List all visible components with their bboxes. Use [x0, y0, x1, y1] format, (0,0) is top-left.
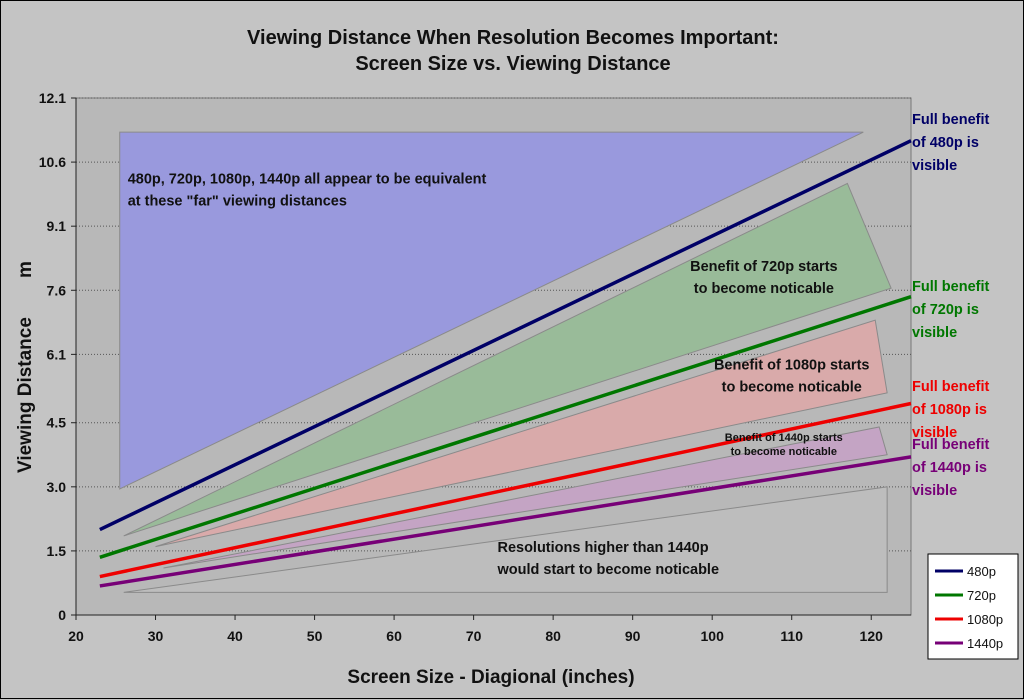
- region-1440: [163, 426, 888, 569]
- y-tick-label-6: 9.1: [47, 218, 67, 234]
- chart-title-line-1: Viewing Distance When Resolution Becomes…: [247, 27, 779, 49]
- side-label-720p-line-1: Full benefit: [912, 279, 990, 295]
- series-line-1440p: [99, 455, 912, 588]
- y-axis-title: Viewing Distance: [15, 317, 36, 473]
- x-tick-label-8: 100: [701, 628, 725, 644]
- region-720: [123, 182, 892, 537]
- side-label-1080p-line-3: visible: [912, 425, 957, 441]
- x-tick-label-2: 40: [227, 628, 243, 644]
- side-label-1440p-line-1: Full benefit: [912, 437, 990, 453]
- legend-label-1080p: 1080p: [967, 612, 1003, 627]
- y-tick-label-1: 1.5: [47, 543, 67, 559]
- y-tick-label-0: 0: [58, 607, 66, 623]
- side-label-480p-line-3: visible: [912, 158, 957, 174]
- x-tick-label-6: 80: [545, 628, 561, 644]
- side-label-480p-line-2: of 480p is: [912, 135, 979, 151]
- series-line-480p: [99, 139, 912, 532]
- region-label-720-line-2: to become noticable: [694, 281, 834, 297]
- legend: 480p 720p 1080p 1440p: [927, 553, 1019, 660]
- x-tick-label-5: 70: [466, 628, 482, 644]
- side-label-720p-line-3: visible: [912, 325, 957, 341]
- region-label-1080-line-1: Benefit of 1080p starts: [714, 357, 870, 373]
- axes-layer: 0 1.5 3.0 4.5 6.1 7.6 9.1 10.6 12.1 20 30 40 50 60 70 8…: [39, 90, 911, 644]
- series-layer: [99, 139, 912, 588]
- y-tick-label-2: 3.0: [47, 479, 67, 495]
- side-label-1440p-line-3: visible: [912, 483, 957, 499]
- side-label-480p-line-1: Full benefit: [912, 112, 990, 128]
- chart-title-line-2: Screen Size vs. Viewing Distance: [355, 53, 670, 75]
- y-tick-label-4: 6.1: [47, 346, 67, 362]
- region-label-1080-line-2: to become noticable: [722, 379, 862, 395]
- x-tick-label-4: 60: [386, 628, 402, 644]
- y-tick-label-7: 10.6: [39, 154, 66, 170]
- side-label-1080p-line-2: of 1080p is: [912, 402, 987, 418]
- series-line-720p: [99, 295, 912, 559]
- x-axis-title: Screen Size - Diagional (inches): [347, 667, 634, 688]
- x-tick-label-1: 30: [148, 628, 164, 644]
- x-tick-label-3: 50: [307, 628, 323, 644]
- region-label-1440-line-1: Benefit of 1440p starts: [725, 432, 843, 444]
- region-label-far-line-1: 480p, 720p, 1080p, 1440p all appear to b…: [128, 171, 487, 187]
- x-tick-label-10: 120: [860, 628, 884, 644]
- region-label-higher-line-1: Resolutions higher than 1440p: [497, 540, 708, 556]
- x-tick-label-0: 20: [68, 628, 84, 644]
- region-label-720-line-1: Benefit of 720p starts: [690, 259, 837, 275]
- region-far: [119, 131, 864, 490]
- region-higher: [123, 486, 888, 593]
- y-tick-label-8: 12.1: [39, 90, 66, 106]
- legend-label-480p: 480p: [967, 564, 996, 579]
- series-line-1080p: [99, 401, 912, 579]
- region-label-1440-line-2: to become noticable: [731, 446, 837, 458]
- region-label-far-line-2: at these "far" viewing distances: [128, 193, 347, 209]
- y-tick-label-5: 7.6: [47, 282, 67, 298]
- side-label-1440p-line-2: of 1440p is: [912, 460, 987, 476]
- region-labels-layer: 480p, 720p, 1080p, 1440p all appear to b…: [128, 171, 870, 577]
- legend-label-720p: 720p: [967, 588, 996, 603]
- legend-label-1440p: 1440p: [967, 636, 1003, 651]
- side-label-720p-line-2: of 720p is: [912, 302, 979, 318]
- y-tick-label-3: 4.5: [47, 415, 67, 431]
- region-label-higher-line-2: would start to become noticable: [496, 562, 719, 578]
- regions-layer: [119, 131, 892, 593]
- region-1080: [155, 319, 888, 548]
- x-tick-label-7: 90: [625, 628, 641, 644]
- side-label-1080p-line-1: Full benefit: [912, 379, 990, 395]
- x-tick-label-9: 110: [780, 628, 803, 644]
- y-axis-unit: m: [15, 261, 36, 278]
